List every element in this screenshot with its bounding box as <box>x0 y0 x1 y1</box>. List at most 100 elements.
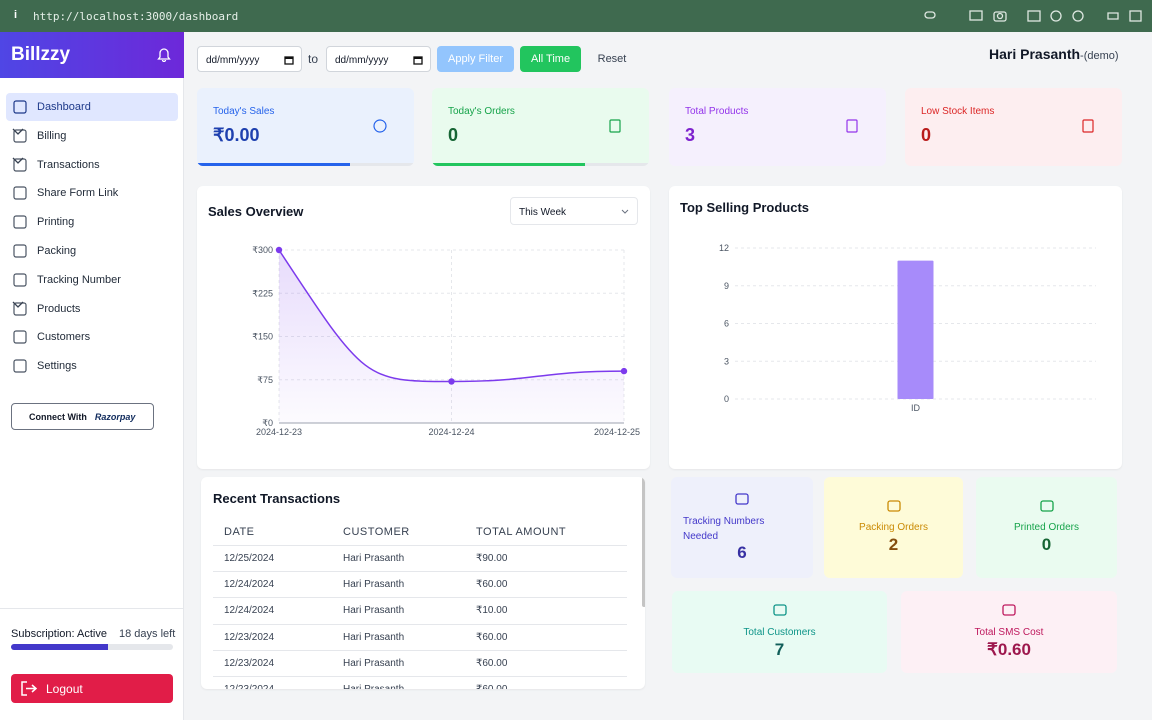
icon-shape <box>609 119 621 133</box>
icon-shape <box>13 157 27 172</box>
icon-shape <box>13 330 27 344</box>
date-placeholder: dd/mm/yyyy <box>335 55 389 66</box>
stat-icon <box>1082 119 1094 133</box>
table-title: Recent Transactions <box>213 491 341 506</box>
chevron <box>12 128 24 135</box>
stat-label: Today's Orders <box>448 106 515 117</box>
demo-tag: -(demo) <box>1080 50 1119 62</box>
metric-value: 6 <box>737 543 747 562</box>
nav-item[interactable]: Settings <box>6 352 178 380</box>
nav-icon <box>13 186 27 200</box>
to-label: to <box>308 52 319 66</box>
icon-shape <box>886 500 901 512</box>
x-tick-label: ID <box>911 403 921 413</box>
metric-value: 2 <box>888 535 899 554</box>
icon-shape <box>13 273 27 287</box>
nav-label: Billing <box>37 129 67 142</box>
url[interactable]: http://localhost:3000/dashboard <box>33 10 239 23</box>
calendar-icon <box>284 56 294 65</box>
stat-card: Low Stock Items 0 <box>905 88 1122 166</box>
date-to[interactable]: dd/mm/yyyy <box>326 46 431 72</box>
nav-item[interactable]: Products <box>6 295 178 323</box>
info-icon[interactable]: i <box>14 9 18 21</box>
metric-icon <box>1039 500 1054 512</box>
icon-shape <box>13 215 27 229</box>
stat-value: 0 <box>921 125 932 145</box>
nav-item[interactable]: Tracking Number <box>6 266 178 294</box>
chevron <box>12 301 24 308</box>
metric-card: Total Customers 7 <box>672 591 887 673</box>
y-tick-label: 12 <box>719 243 729 253</box>
cell: Hari Prasanth <box>343 553 405 564</box>
date-from[interactable]: dd/mm/yyyy <box>197 46 302 72</box>
nav-icon <box>13 100 27 114</box>
nav-item[interactable]: Customers <box>6 323 178 351</box>
x-tick-label: 2024-12-23 <box>256 427 302 437</box>
chart-title: Sales Overview <box>208 204 304 219</box>
metric-card: Total SMS Cost ₹0.60 <box>901 591 1117 673</box>
logout-label: Logout <box>46 682 83 696</box>
cell: ₹10.00 <box>476 605 508 617</box>
icon-shape <box>735 493 749 505</box>
logout-icon <box>21 681 37 696</box>
nav-label: Customers <box>37 331 91 344</box>
nav-label: Dashboard <box>37 101 91 113</box>
metric-icon <box>772 604 787 616</box>
apply-filter-button[interactable]: Apply Filter <box>437 46 514 72</box>
brand: Billzzy <box>0 32 184 78</box>
nav-item[interactable]: Packing <box>6 237 178 265</box>
x-tick-label: 2024-12-25 <box>594 427 640 437</box>
point <box>448 378 455 385</box>
brand-name: Billzzy <box>11 44 71 65</box>
subscription-days: 18 days left <box>119 628 176 640</box>
nav-icon <box>13 244 27 258</box>
razorpay: Razorpay <box>94 412 136 422</box>
cell: 12/23/2024 <box>224 631 275 643</box>
all-time-button[interactable]: All Time <box>520 46 581 72</box>
connect-razorpay[interactable]: Connect With Razorpay <box>11 403 154 430</box>
nav-item[interactable]: Transactions <box>6 151 178 179</box>
metric-label: Total SMS Cost <box>974 627 1044 638</box>
y-tick-label: ₹75 <box>257 375 273 385</box>
nav-item[interactable]: Dashboard <box>6 93 178 121</box>
metric-value: 0 <box>1041 535 1052 554</box>
reset-button[interactable]: Reset <box>597 53 627 65</box>
icon-shape <box>13 186 27 200</box>
y-tick-label: 9 <box>724 281 729 291</box>
cell: Hari Prasanth <box>343 631 405 643</box>
scrollbar[interactable] <box>642 477 645 607</box>
nav-item[interactable]: Billing <box>6 122 178 150</box>
nav-icon <box>13 330 27 344</box>
stat-icon <box>846 119 858 133</box>
subscription-label: Subscription: Active <box>11 628 107 640</box>
area <box>279 250 624 423</box>
metric-card: Packing Orders 2 <box>824 477 963 578</box>
chart-title: Top Selling Products <box>680 200 810 215</box>
icon-shape <box>846 119 858 133</box>
chevron <box>12 157 24 164</box>
range-label: This Week <box>519 207 567 218</box>
row-divider <box>213 623 627 625</box>
metric-icon <box>735 493 749 505</box>
icon-shape <box>13 301 27 316</box>
progress-fill <box>11 644 108 650</box>
row-divider <box>213 571 627 573</box>
stat-card: Today's Sales ₹0.00 <box>197 88 414 166</box>
nav-item[interactable]: Share Form Link <box>6 179 178 207</box>
chevron-path <box>12 157 24 164</box>
row-divider <box>213 545 627 546</box>
nav-icon <box>13 129 27 143</box>
bell-icon[interactable] <box>157 47 171 62</box>
recent-transactions: Recent Transactions DATE CUSTOMER TOTAL AM… <box>201 477 645 689</box>
nav-label: Printing <box>37 216 75 229</box>
line-chart: ₹0 ₹75 ₹150 ₹225 ₹300 2024-12-23 2024-12-24 202… <box>252 245 640 437</box>
nav-item[interactable]: Printing <box>6 208 178 236</box>
range-select[interactable]: This Week <box>510 197 638 225</box>
icon-shape <box>13 244 27 258</box>
nav-icon <box>13 273 27 287</box>
chevron-path <box>12 128 24 135</box>
stat-value: 0 <box>448 125 459 145</box>
nav-label: Packing <box>37 245 77 257</box>
logout-button[interactable]: Logout <box>11 674 173 703</box>
nav-label: Share Form Link <box>37 187 119 200</box>
